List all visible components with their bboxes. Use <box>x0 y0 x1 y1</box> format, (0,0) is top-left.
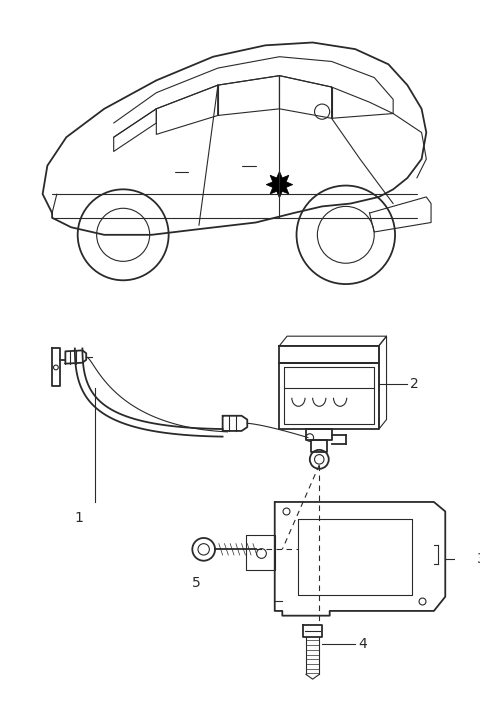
Text: 2: 2 <box>410 377 419 390</box>
Text: 1: 1 <box>74 511 83 526</box>
Text: 5: 5 <box>192 576 201 590</box>
Polygon shape <box>266 172 293 198</box>
Text: 4: 4 <box>358 637 367 651</box>
Text: 3: 3 <box>477 552 480 566</box>
